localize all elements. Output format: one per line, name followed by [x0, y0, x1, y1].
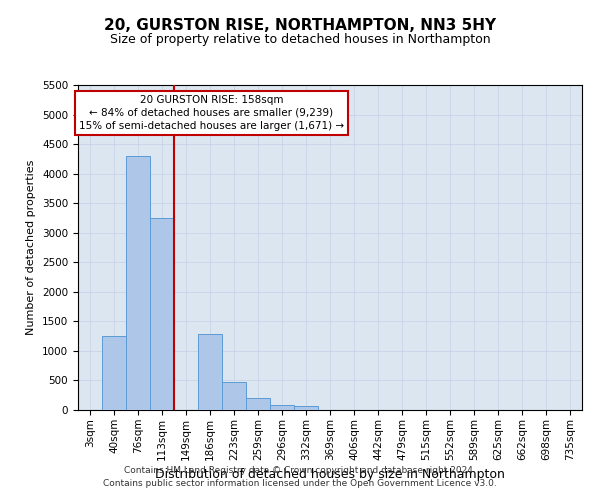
Text: 20, GURSTON RISE, NORTHAMPTON, NN3 5HY: 20, GURSTON RISE, NORTHAMPTON, NN3 5HY: [104, 18, 496, 32]
Bar: [102, 336, 126, 410]
Bar: [294, 406, 318, 410]
Bar: [198, 334, 222, 410]
Bar: [246, 398, 270, 410]
Bar: [222, 382, 246, 410]
Text: Size of property relative to detached houses in Northampton: Size of property relative to detached ho…: [110, 32, 490, 46]
Text: 20 GURSTON RISE: 158sqm
← 84% of detached houses are smaller (9,239)
15% of semi: 20 GURSTON RISE: 158sqm ← 84% of detache…: [79, 94, 344, 131]
X-axis label: Distribution of detached houses by size in Northampton: Distribution of detached houses by size …: [155, 468, 505, 481]
Text: Contains HM Land Registry data © Crown copyright and database right 2024.
Contai: Contains HM Land Registry data © Crown c…: [103, 466, 497, 487]
Bar: [270, 404, 294, 410]
Bar: [150, 218, 174, 410]
Bar: [126, 156, 150, 410]
Y-axis label: Number of detached properties: Number of detached properties: [26, 160, 37, 335]
